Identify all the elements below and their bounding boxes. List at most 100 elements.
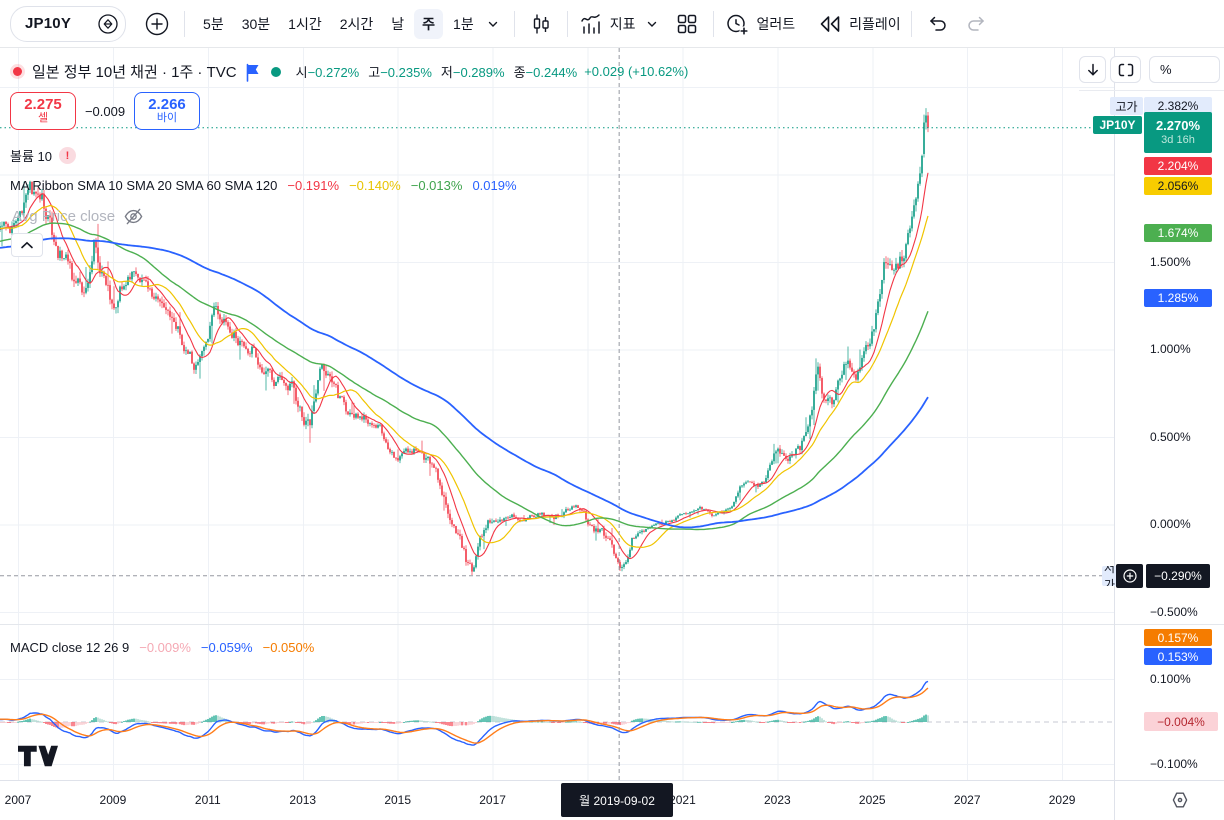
- scroll-to-latest-button[interactable]: [1079, 56, 1106, 83]
- timeframe-5분[interactable]: 5분: [203, 15, 224, 32]
- volume-legend[interactable]: 볼륨 10 !: [10, 146, 76, 165]
- spread-value: −0.009: [84, 103, 126, 119]
- time-label-2021: 2021: [669, 793, 696, 807]
- buy-label: 바이: [156, 112, 178, 125]
- volume-label: 볼륨 10: [10, 149, 52, 164]
- plus-circle-icon: [1122, 568, 1138, 584]
- ohlc-value: −0.235%: [380, 65, 432, 80]
- collapse-legend-button[interactable]: [11, 233, 43, 257]
- low-price-tag: 저가: [1102, 566, 1117, 586]
- layout-grid-button[interactable]: [671, 8, 703, 40]
- timeframe-1시간[interactable]: 1시간: [288, 15, 322, 32]
- replay-icon: [817, 12, 843, 36]
- timeframe-2시간[interactable]: 2시간: [339, 15, 374, 32]
- timeframe-주[interactable]: 주: [414, 8, 444, 39]
- volume-warning-icon[interactable]: !: [59, 147, 76, 164]
- settings-hexagon-icon[interactable]: [1170, 790, 1190, 815]
- toolbar-separator: [184, 10, 186, 37]
- indicators-button[interactable]: 지표: [578, 11, 660, 37]
- percent-unit-label: %: [1160, 62, 1172, 77]
- high-price-tag: 고가: [1110, 97, 1143, 115]
- ohlc-value: −0.289%: [452, 65, 505, 80]
- grid-layout-icon: [675, 12, 699, 36]
- auto-fit-scale-button[interactable]: [1110, 56, 1141, 83]
- candlestick-icon: [529, 12, 553, 36]
- chart-canvas[interactable]: [0, 48, 1224, 820]
- macd-tick-−0.100%: −0.100%: [1150, 756, 1198, 771]
- ma-value-2: −0.013%: [410, 178, 463, 193]
- macd-legend[interactable]: MACD close 12 26 9 −0.009% −0.059% −0.050%: [10, 640, 314, 655]
- sell-price: 2.275: [24, 96, 62, 114]
- avg-price-legend[interactable]: Avg Price close: [12, 206, 144, 227]
- indicators-icon: [578, 11, 604, 37]
- chevron-up-icon: [20, 241, 34, 249]
- redo-icon: [964, 12, 988, 36]
- eye-hidden-icon[interactable]: [123, 206, 144, 227]
- symbol-title: 일본 정부 10년 채권 · 1주 · TVC: [32, 64, 237, 81]
- chevron-down-icon: [486, 17, 500, 31]
- ma-axis-label-2: 1.674%: [1144, 224, 1212, 242]
- macd-signal-axis-label: 0.157%: [1144, 629, 1212, 646]
- ma-axis-label-0: 2.204%: [1144, 157, 1212, 175]
- compare-add-button[interactable]: [140, 7, 174, 41]
- ohlc-label: 시: [295, 65, 308, 80]
- price-tick-0.500%: 0.500%: [1150, 429, 1191, 444]
- replay-label: 리플레이: [849, 15, 901, 32]
- ohlc-고: 고−0.235%: [368, 62, 432, 81]
- undo-icon: [926, 12, 950, 36]
- ohlc-values: 시−0.272% 고−0.235% 저−0.289% 종−0.244%: [296, 62, 578, 81]
- macd-hist-axis-label: −0.004%: [1144, 712, 1218, 731]
- market-status-icon: [13, 67, 22, 76]
- avg-price-label: Avg Price close: [12, 208, 116, 225]
- ohlc-value: −0.272%: [307, 65, 360, 80]
- indicators-label: 지표: [609, 15, 636, 32]
- symbol-name: JP10Y: [25, 15, 72, 32]
- timeframe-dropdown-button[interactable]: [482, 13, 504, 35]
- toolbar-separator: [513, 10, 515, 37]
- alert-button[interactable]: 얼러트: [724, 11, 795, 37]
- symbol-search-box[interactable]: JP10Y: [10, 5, 127, 42]
- ohlc-시: 시−0.272%: [296, 62, 360, 81]
- ohlc-label: 저: [440, 65, 453, 80]
- flag-icon[interactable]: [244, 62, 262, 82]
- ma-ribbon-label: MA Ribbon SMA 10 SMA 20 SMA 60 SMA 120: [10, 178, 278, 193]
- toolbar-separator: [713, 10, 715, 37]
- redo-button[interactable]: [960, 8, 992, 40]
- top-toolbar: JP10Y 5분 30분 1시간 2시간 날 주 1분 지표: [0, 0, 1224, 48]
- ma-ribbon-legend[interactable]: MA Ribbon SMA 10 SMA 20 SMA 60 SMA 120 −…: [10, 178, 517, 193]
- source-dot-icon: [270, 66, 281, 77]
- time-label-2017: 2017: [479, 793, 506, 807]
- ohlc-value: −0.244%: [525, 65, 578, 80]
- timeframe-1분[interactable]: 1분: [453, 15, 474, 32]
- ohlc-종: 종−0.244%: [514, 62, 578, 81]
- ohlc-label: 종: [513, 65, 526, 80]
- timeframe-날[interactable]: 날: [391, 15, 405, 32]
- price-tick-−0.500%: −0.500%: [1150, 604, 1198, 619]
- timeframe-30분[interactable]: 30분: [241, 15, 271, 32]
- symbol-legend[interactable]: 일본 정부 10년 채권 · 1주 · TVC 시−0.272% 고−0.235%…: [10, 61, 688, 82]
- trade-buttons: 2.275 셀 −0.009 2.266 바이: [10, 92, 200, 130]
- last-price-label: 2.270% 3d 16h: [1144, 112, 1212, 153]
- time-label-2015: 2015: [384, 793, 412, 807]
- scale-unit-button[interactable]: %: [1149, 56, 1220, 83]
- buy-price: 2.266: [148, 96, 186, 114]
- crosshair-price-label: −0.290%: [1146, 564, 1210, 588]
- ma-axis-label-1: 2.056%: [1144, 177, 1212, 195]
- tradingview-logo[interactable]: [18, 743, 58, 774]
- ma-ribbon-values: −0.191% −0.140% −0.013% 0.019%: [287, 178, 516, 193]
- time-label-2027: 2027: [953, 793, 981, 807]
- timeframe-group: 5분 30분 1시간 2시간 날 주 1분: [195, 8, 482, 39]
- macd-label: MACD close 12 26 9: [10, 640, 130, 655]
- replay-button[interactable]: 리플레이: [817, 12, 901, 36]
- ma-value-0: −0.191%: [287, 178, 340, 193]
- sell-button[interactable]: 2.275 셀: [10, 92, 76, 130]
- chart-style-button[interactable]: [525, 8, 557, 40]
- undo-button[interactable]: [922, 8, 954, 40]
- crosshair-add-alert-button[interactable]: [1116, 564, 1143, 588]
- alert-label: 얼러트: [756, 15, 796, 32]
- time-label-2023: 2023: [764, 793, 791, 807]
- symbol-price-tag: JP10Y: [1093, 116, 1142, 134]
- plus-circle-icon: [144, 11, 170, 37]
- buy-button[interactable]: 2.266 바이: [134, 92, 200, 130]
- last-price-value: 2.270%: [1155, 118, 1201, 134]
